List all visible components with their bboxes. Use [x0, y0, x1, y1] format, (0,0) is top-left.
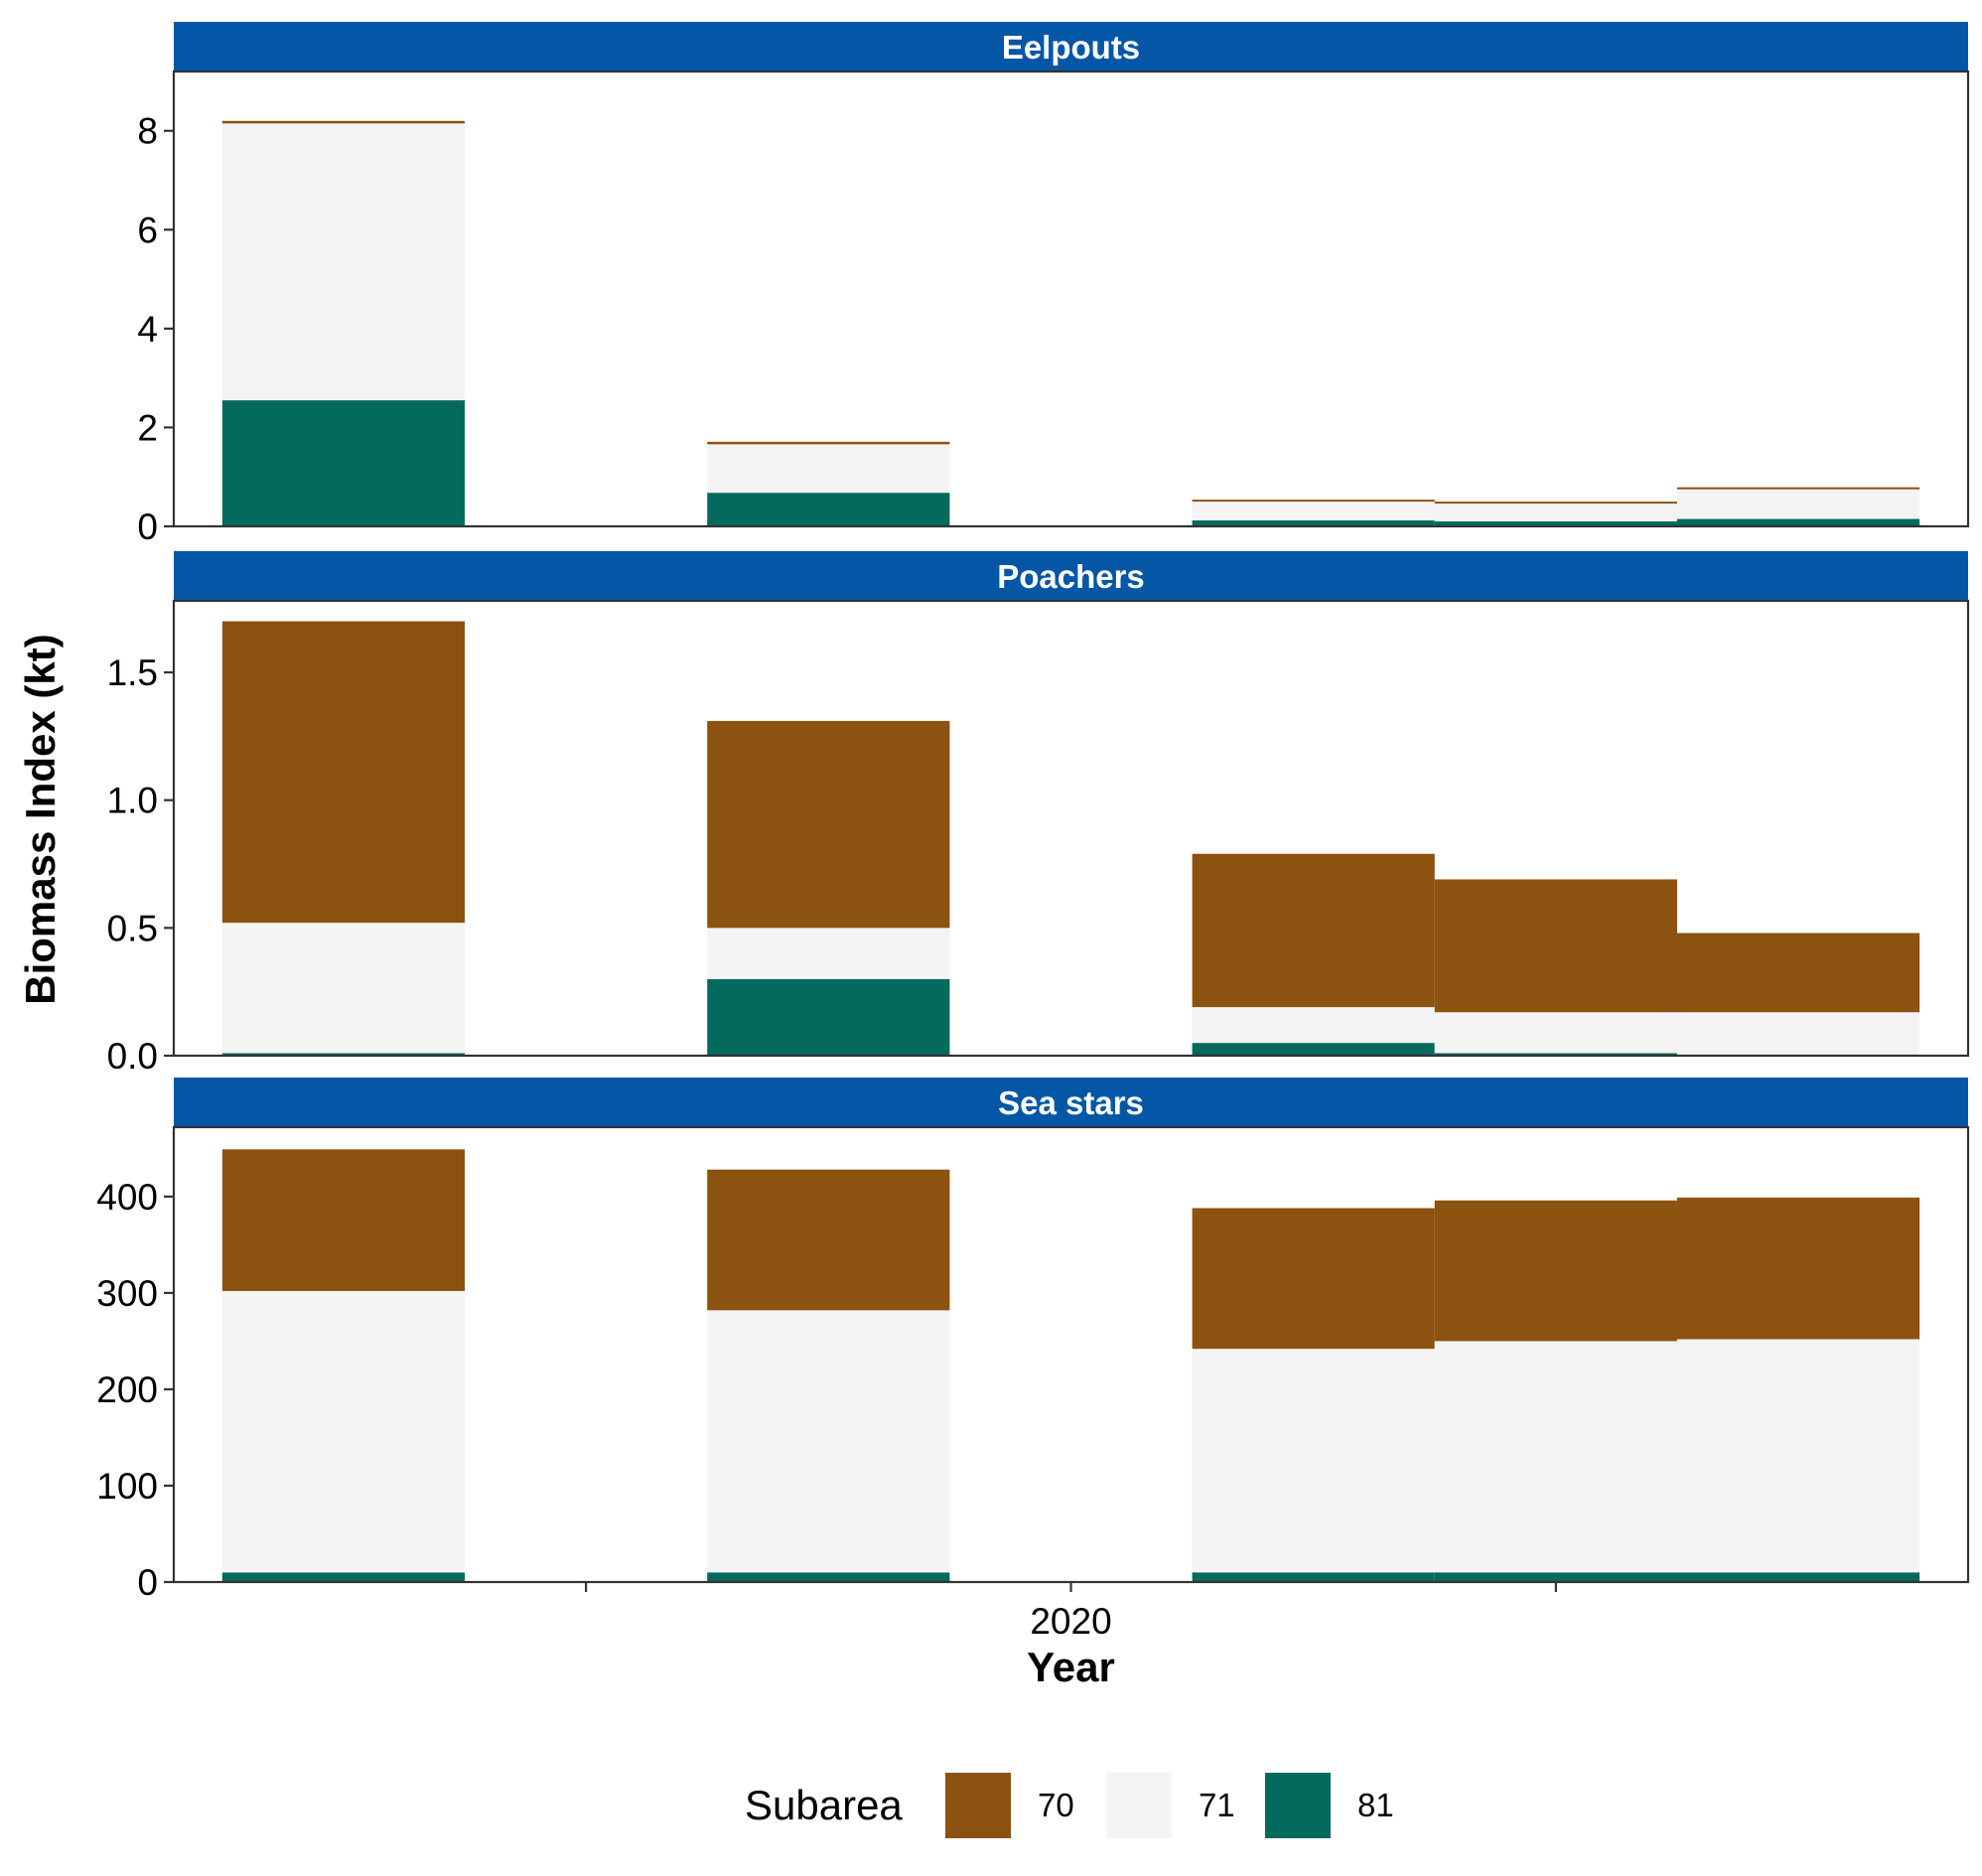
bar-segment-sea-stars-subarea-71-0: [221, 1290, 466, 1573]
bars-poachers: [221, 621, 1920, 1056]
legend-key-71: [1106, 1773, 1172, 1838]
y-tick-label-sea-stars-1: 100: [96, 1466, 158, 1507]
bar-segment-eelpouts-subarea-70-0: [221, 120, 466, 124]
y-tick-label-eelpouts-3: 6: [137, 210, 158, 250]
bar-segment-sea-stars-subarea-71-1: [707, 1310, 950, 1573]
bars-sea-stars: [221, 1149, 1920, 1582]
bar-segment-poachers-subarea-81-2: [1192, 1043, 1435, 1056]
bar-segment-sea-stars-subarea-71-4: [1676, 1339, 1920, 1573]
bar-segment-sea-stars-subarea-81-0: [221, 1572, 466, 1582]
bar-segment-eelpouts-subarea-71-4: [1676, 489, 1920, 519]
bar-segment-poachers-subarea-81-0: [221, 1053, 466, 1056]
legend-key-81: [1265, 1773, 1331, 1838]
legend-label-81: 81: [1357, 1787, 1394, 1823]
bar-segment-eelpouts-subarea-81-3: [1434, 521, 1677, 526]
x-axis: Year 2020: [585, 1582, 1557, 1690]
bar-segment-eelpouts-subarea-81-1: [707, 493, 950, 526]
bar-segment-sea-stars-subarea-81-2: [1192, 1572, 1435, 1582]
bar-segment-eelpouts-subarea-70-3: [1434, 502, 1677, 505]
bar-segment-sea-stars-subarea-71-3: [1434, 1341, 1677, 1573]
legend-title: Subarea: [745, 1782, 903, 1828]
bar-segment-sea-stars-subarea-81-4: [1676, 1572, 1920, 1582]
legend-label-70: 70: [1038, 1787, 1074, 1823]
bar-segment-eelpouts-subarea-71-2: [1192, 502, 1435, 521]
panel-border-eelpouts: [172, 70, 1970, 528]
strip-eelpouts: [174, 22, 1968, 72]
bar-segment-sea-stars-subarea-70-1: [707, 1169, 950, 1311]
bar-segment-poachers-subarea-70-2: [1192, 853, 1435, 1008]
panel-border-poachers: [172, 599, 1970, 1058]
bar-segment-eelpouts-subarea-70-4: [1676, 487, 1920, 490]
panel-sea-stars: Sea stars 0 100 200 300 400: [96, 1078, 1970, 1603]
y-axis-title: Biomass Index (kt): [17, 634, 64, 1004]
bar-segment-poachers-subarea-71-3: [1434, 1012, 1677, 1054]
legend-key-70: [945, 1773, 1011, 1838]
bar-segment-poachers-subarea-70-4: [1676, 933, 1920, 1013]
bar-segment-sea-stars-subarea-71-2: [1192, 1349, 1435, 1573]
legend-label-71: 71: [1199, 1787, 1235, 1823]
bar-segment-eelpouts-subarea-70-2: [1192, 500, 1435, 503]
strip-title-sea-stars: Sea stars: [998, 1084, 1144, 1121]
y-tick-label-sea-stars-0: 0: [137, 1562, 158, 1603]
bar-segment-poachers-subarea-71-0: [221, 923, 466, 1054]
y-tick-label-sea-stars-3: 300: [96, 1273, 158, 1314]
bar-segment-sea-stars-subarea-70-2: [1192, 1208, 1435, 1350]
bar-segment-eelpouts-subarea-81-2: [1192, 520, 1435, 526]
strip-title-eelpouts: Eelpouts: [1002, 29, 1140, 66]
bar-segment-poachers-subarea-70-1: [707, 720, 950, 929]
bar-segment-sea-stars-subarea-81-3: [1434, 1572, 1677, 1582]
y-tick-label-poachers-2: 1.0: [107, 781, 158, 821]
y-tick-label-poachers-1: 0.5: [107, 908, 158, 948]
bar-segment-poachers-subarea-81-1: [707, 978, 950, 1056]
chart-panels: Eelpouts 0 2 4 6 8 Poachers 0.0 0.5 1.0 1.5 Sea sta…: [96, 22, 1970, 1603]
bar-segment-poachers-subarea-71-4: [1676, 1012, 1920, 1056]
y-tick-label-eelpouts-1: 2: [137, 407, 158, 448]
bar-segment-sea-stars-subarea-81-1: [707, 1572, 950, 1582]
bar-segment-eelpouts-subarea-81-4: [1676, 518, 1920, 526]
panel-poachers: Poachers 0.0 0.5 1.0 1.5: [107, 551, 1970, 1077]
y-tick-label-poachers-0: 0.0: [107, 1036, 158, 1077]
panel-eelpouts: Eelpouts 0 2 4 6 8: [137, 22, 1970, 547]
legend: Subarea 70 71 81: [745, 1773, 1394, 1838]
bar-segment-eelpouts-subarea-71-1: [707, 444, 950, 494]
bar-segment-eelpouts-subarea-70-1: [707, 441, 950, 445]
bar-segment-poachers-subarea-70-0: [221, 621, 466, 924]
bars-eelpouts: [221, 120, 1920, 526]
y-tick-label-sea-stars-4: 400: [96, 1177, 158, 1218]
x-axis-title: Year: [1027, 1644, 1115, 1690]
bar-segment-eelpouts-subarea-81-0: [221, 400, 466, 526]
y-tick-label-eelpouts-4: 8: [137, 111, 158, 152]
y-tick-label-poachers-3: 1.5: [107, 652, 158, 693]
plot-area-eelpouts: [174, 72, 1968, 526]
bar-segment-poachers-subarea-71-1: [707, 928, 950, 979]
strip-poachers: [174, 551, 1968, 601]
bar-segment-sea-stars-subarea-70-4: [1676, 1197, 1920, 1340]
bar-segment-poachers-subarea-81-3: [1434, 1053, 1677, 1056]
bar-segment-sea-stars-subarea-70-3: [1434, 1200, 1677, 1342]
y-tick-label-sea-stars-2: 200: [96, 1370, 158, 1410]
bar-segment-poachers-subarea-71-2: [1192, 1007, 1435, 1044]
y-tick-label-eelpouts-0: 0: [137, 506, 158, 547]
bar-segment-poachers-subarea-70-3: [1434, 879, 1677, 1013]
strip-sea-stars: [174, 1078, 1968, 1127]
bar-segment-eelpouts-subarea-71-0: [221, 123, 466, 401]
y-tick-label-eelpouts-2: 4: [137, 309, 158, 350]
x-tick-label-1: 2020: [1030, 1601, 1111, 1642]
strip-title-poachers: Poachers: [997, 558, 1145, 595]
bar-segment-eelpouts-subarea-71-3: [1434, 504, 1677, 522]
bar-segment-sea-stars-subarea-70-0: [221, 1149, 466, 1291]
